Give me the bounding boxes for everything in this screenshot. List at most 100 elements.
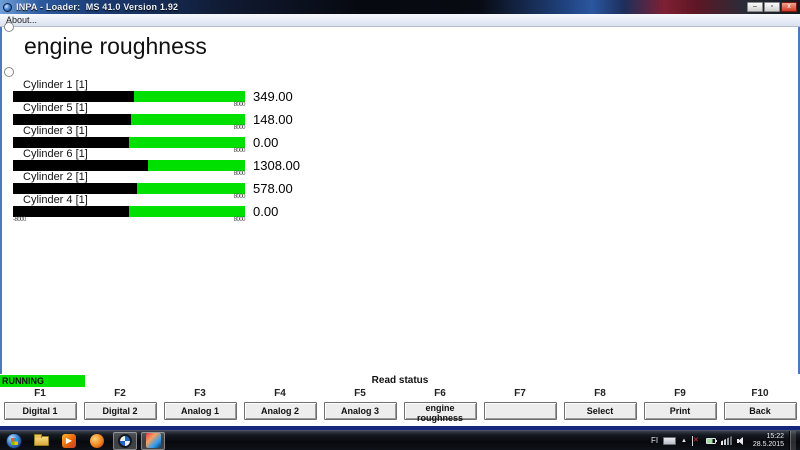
cylinder-row: Cylinder 5 [1] 148.00 8000: [13, 102, 333, 131]
cylinder-value: 0.00: [253, 204, 279, 219]
title-bar: INPA - Loader: MS 41.0 Version 1.92 – ▫ …: [0, 0, 800, 14]
firefox-taskbar-button[interactable]: [85, 432, 109, 450]
fkey-label-f6: F6: [434, 388, 446, 399]
fkey-button-select[interactable]: Select: [563, 402, 637, 420]
cylinder-bar-fill: [13, 137, 129, 148]
fkey-button-print[interactable]: Print: [643, 402, 717, 420]
fkey-button-digital2[interactable]: Digital 2: [83, 402, 157, 420]
fkey-button-analog2[interactable]: Analog 2: [243, 402, 317, 420]
cylinder-value: 148.00: [253, 112, 293, 127]
scale-max-label: 8000: [233, 171, 246, 177]
fkey-button-analog3[interactable]: Analog 3: [323, 402, 397, 420]
menu-about[interactable]: About...: [6, 15, 38, 25]
fkey-label-f5: F5: [354, 388, 366, 399]
window-border-bottom: [0, 426, 800, 430]
running-badge: RUNNING: [0, 375, 85, 387]
fkey-button-f7-blank[interactable]: [483, 402, 557, 420]
app-icon: [3, 2, 12, 12]
page-title: engine roughness: [24, 33, 207, 59]
language-indicator[interactable]: FI: [650, 436, 659, 445]
cylinder-bar: 1308.00 8000: [13, 158, 300, 177]
minimize-button[interactable]: –: [747, 2, 763, 12]
inpa-taskbar-button[interactable]: [113, 431, 137, 450]
fkey-button-analog1[interactable]: Analog 1: [163, 402, 237, 420]
media-player-taskbar-button[interactable]: ▶: [57, 432, 81, 450]
cylinder-bar: 349.00 8000: [13, 89, 293, 108]
firefox-icon: [90, 433, 104, 448]
fkey-label-row: F1 F2 F3 F4 F5 F6 F7 F8 F9 F10: [0, 388, 800, 402]
cylinder-bar: 0.00 8000: [13, 135, 278, 154]
cylinder-row: Cylinder 4 [1] 0.00 8000: [13, 194, 333, 223]
fkey-label-f8: F8: [594, 388, 606, 399]
menu-bar: About...: [0, 14, 800, 27]
cylinder-bar-fill: [13, 206, 129, 217]
maximize-button[interactable]: ▫: [764, 2, 780, 12]
fkey-button-engine-roughness[interactable]: engine roughness: [403, 402, 477, 423]
cylinder-bar: 0.00 8000: [13, 204, 278, 223]
fkey-label-f2: F2: [114, 388, 126, 399]
start-button[interactable]: [6, 432, 22, 449]
window-border-left: [0, 27, 2, 426]
cylinder-row: Cylinder 3 [1] 0.00 8000: [13, 125, 333, 154]
explorer-taskbar-button[interactable]: [29, 432, 53, 450]
cylinder-bar: 148.00 8000: [13, 112, 293, 131]
cylinder-bar: 578.00 8000: [13, 181, 293, 200]
media-player-icon: ▶: [62, 433, 76, 448]
scale-min-label: -8000: [13, 217, 26, 223]
status-indicator-bottom: [4, 67, 14, 77]
window-border-right: [798, 27, 800, 426]
taskbar-clock[interactable]: 15:22 28.5.2015: [750, 433, 784, 449]
volume-icon[interactable]: [737, 436, 745, 445]
diagnostic-tool-taskbar-button[interactable]: [141, 431, 165, 450]
cylinder-value: 349.00: [253, 89, 293, 104]
cylinder-readouts: Cylinder 1 [1] 349.00 8000 Cylinder 5 [1…: [13, 79, 333, 223]
status-indicator-top: [4, 22, 14, 32]
taskbar: ▶ FI ▲ 15:22 28.5.2015: [0, 430, 800, 450]
cylinder-label: Cylinder 6 [1]: [23, 148, 88, 160]
folder-icon: [33, 433, 49, 446]
cylinder-row: Cylinder 2 [1] 578.00 8000: [13, 171, 333, 200]
clock-time: 15:22: [766, 432, 784, 440]
cylinder-label: Cylinder 5 [1]: [23, 102, 88, 114]
cylinder-bar-fill: [13, 160, 148, 171]
diagnostic-tool-icon: [145, 433, 161, 448]
network-bars-icon: [721, 436, 732, 445]
fkey-label-f9: F9: [674, 388, 686, 399]
cylinder-bar-fill: [13, 183, 138, 194]
network-status[interactable]: [721, 436, 732, 445]
cylinder-value: 0.00: [253, 135, 279, 150]
scale-max-label: 8000: [233, 125, 246, 131]
fkey-label-f4: F4: [274, 388, 286, 399]
keyboard-icon[interactable]: [663, 436, 677, 445]
cylinder-label: Cylinder 3 [1]: [23, 125, 88, 137]
tray-expand-icon[interactable]: ▲: [681, 437, 687, 444]
clock-date: 28.5.2015: [752, 440, 784, 448]
cylinder-row: Cylinder 6 [1] 1308.00 8000: [13, 148, 333, 177]
fkey-button-digital1[interactable]: Digital 1: [3, 402, 77, 420]
status-message: Read status: [371, 375, 429, 386]
cylinder-row: Cylinder 1 [1] 349.00 8000: [13, 79, 333, 108]
fkey-label-f1: F1: [34, 388, 46, 399]
cylinder-label: Cylinder 1 [1]: [23, 79, 88, 91]
scale-max-label: 8000: [233, 148, 246, 154]
bmw-roundel-icon: [118, 433, 132, 448]
close-button[interactable]: x: [781, 2, 797, 12]
cylinder-bar-fill: [13, 91, 135, 102]
show-desktop-button[interactable]: [789, 430, 796, 450]
scale-max-label: 8000: [233, 194, 246, 200]
cylinder-bar-fill: [13, 114, 132, 125]
battery-icon[interactable]: [706, 437, 717, 444]
window-title: INPA - Loader: MS 41.0 Version 1.92: [16, 2, 179, 12]
scale-max-label: 8000: [233, 102, 246, 108]
cylinder-value: 578.00: [253, 181, 293, 196]
scale-max-label: 8000: [233, 217, 246, 223]
cylinder-label: Cylinder 2 [1]: [23, 171, 88, 183]
fkey-button-back[interactable]: Back: [723, 402, 797, 420]
function-key-panel: Read status RUNNING F1 F2 F3 F4 F5 F6 F7…: [0, 374, 800, 426]
fkey-button-row: Digital 1 Digital 2 Analog 1 Analog 2 An…: [0, 402, 800, 424]
action-center-flag-icon[interactable]: [692, 435, 701, 446]
cylinder-value: 1308.00: [253, 158, 300, 173]
system-tray: FI ▲ 15:22 28.5.2015: [650, 430, 800, 450]
fkey-label-f10: F10: [751, 388, 769, 399]
